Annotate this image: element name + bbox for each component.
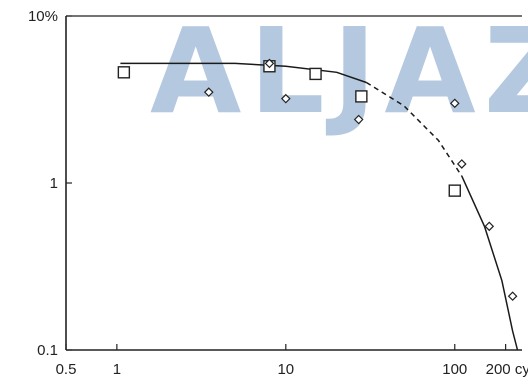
diamond-marker — [507, 291, 518, 302]
square-marker — [117, 66, 131, 79]
x-tick-label: 200 сут — [486, 361, 528, 378]
fit-curve-dashed — [366, 81, 463, 177]
diamond-marker — [449, 98, 460, 109]
y-tick-label: 1 — [50, 175, 58, 192]
diamond-marker — [484, 221, 495, 232]
axes — [65, 15, 522, 351]
fit-curve-solid-right — [461, 175, 519, 351]
x-tick-label: 1 — [113, 361, 121, 378]
data-points — [117, 58, 518, 302]
diamond-marker — [353, 114, 364, 125]
diamond-marker — [203, 87, 214, 97]
y-tick-label: 10% — [28, 8, 58, 25]
diamond-marker — [456, 159, 467, 169]
x-tick-label: 100 — [442, 361, 467, 378]
x-tick-label: 10 — [277, 361, 294, 378]
x-tick-label: 0.5 — [56, 361, 77, 378]
fit-curve-solid-left — [120, 62, 367, 84]
fit-curve — [120, 62, 519, 351]
watermark-text: ALJAZ — [150, 2, 528, 140]
square-marker — [309, 67, 322, 81]
square-marker — [448, 184, 461, 197]
tick-labels: 0.5 1 10 100 200 сут 10% 1 0.1 — [28, 8, 528, 378]
square-marker — [355, 90, 368, 103]
diamond-marker — [264, 58, 275, 69]
y-tick-label: 0.1 — [37, 342, 58, 359]
diamond-marker — [280, 93, 291, 104]
